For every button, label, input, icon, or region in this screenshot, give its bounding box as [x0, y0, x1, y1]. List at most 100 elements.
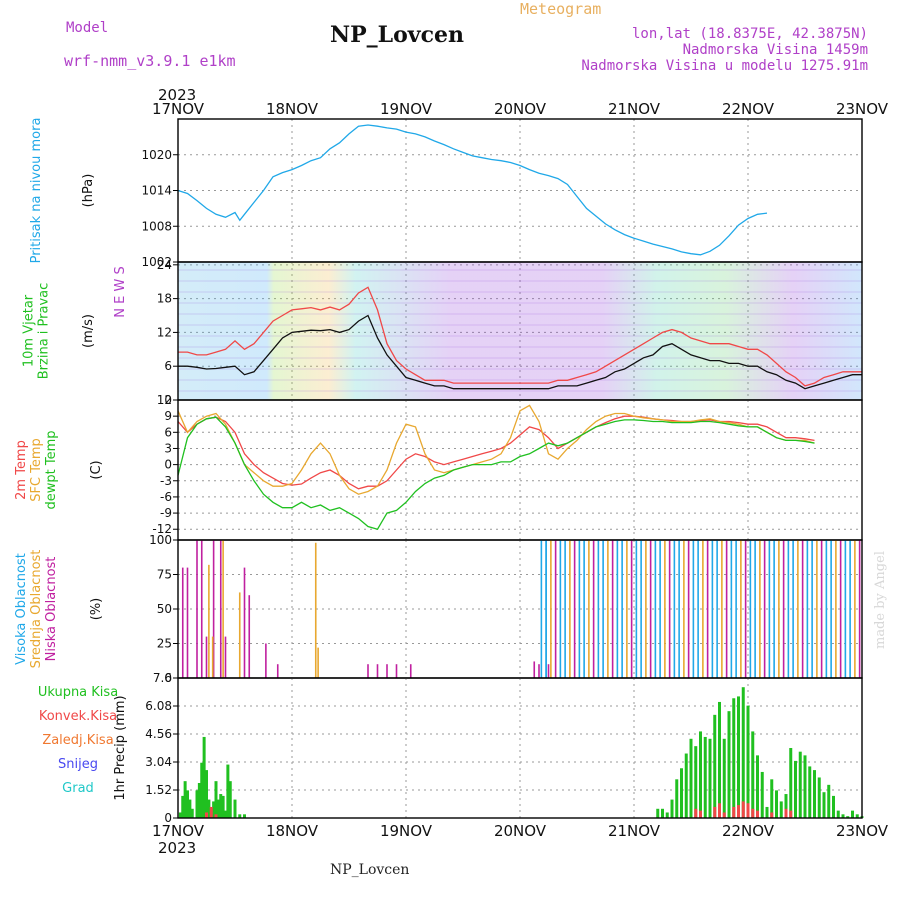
bar-niska-oblacnost — [200, 540, 203, 678]
y-tick-label: 12 — [157, 393, 172, 407]
panel-temperature: -12 -9 -6 -3 0 3 6 9 12 2m Temp SFC Temp dewpt Temp… — [14, 393, 863, 541]
bar-ukupna-kisa — [737, 696, 740, 818]
bar-dense-cloud — [730, 540, 733, 678]
bar-konvek-kisa — [784, 808, 788, 818]
bar-dense-cloud — [649, 540, 652, 678]
bar-konvek-kisa — [789, 810, 793, 818]
bar-dense-cloud — [773, 540, 775, 678]
y-tick-label: 7.6 — [153, 671, 172, 685]
panel-unit: (%) — [89, 598, 104, 621]
bar-dense-cloud — [740, 540, 742, 678]
y-tick-label: -3 — [160, 474, 172, 488]
bar-ukupna-kisa — [195, 790, 199, 818]
bar-konvek-kisa — [732, 806, 736, 818]
bar-dense-cloud — [854, 540, 856, 678]
panel-frame — [177, 399, 863, 541]
bar-dense-cloud — [735, 540, 737, 678]
bar-dense-cloud — [716, 540, 718, 678]
bar-dense-cloud — [759, 540, 761, 678]
bar-konvek-kisa — [746, 803, 750, 818]
panel-label: 2m Temp — [14, 440, 29, 500]
bar-dense-cloud — [640, 540, 642, 678]
bar-ukupna-kisa — [675, 779, 679, 818]
y-tick-label: 0 — [164, 393, 172, 407]
bar-ukupna-kisa — [817, 777, 821, 818]
bar-dense-cloud — [611, 540, 614, 678]
product-title: Meteogram — [520, 0, 602, 18]
x-tick-label-top: 17NOV — [152, 100, 205, 118]
x-tick-label-bottom: 18NOV — [266, 822, 319, 840]
panel-unit: (C) — [89, 460, 104, 479]
bar-dense-cloud — [858, 540, 861, 678]
bar-dense-cloud — [754, 540, 756, 678]
y-tick-label: -9 — [160, 506, 172, 520]
panel-pressure: 1002 1008 1014 1020 Pritisak na nivou mora (h… — [29, 118, 863, 269]
y-tick-label: 12 — [157, 325, 172, 339]
bar-dense-cloud — [702, 540, 704, 678]
bar-dense-cloud — [588, 540, 590, 678]
bar-ukupna-kisa — [200, 762, 204, 818]
bar-ukupna-kisa — [212, 801, 216, 818]
bar-konvek-kisa — [214, 814, 218, 818]
coordinates-text: lon,lat (18.8375E, 42.3875N) — [631, 26, 868, 42]
bar-ukupna-kisa — [832, 795, 835, 818]
bar-srednja-oblacnost — [317, 647, 319, 678]
bar-dense-cloud — [806, 540, 809, 678]
bar-dense-cloud — [654, 540, 657, 678]
y-tick-label: 6.08 — [145, 699, 172, 713]
bar-dense-cloud — [797, 540, 799, 678]
bar-dense-cloud — [569, 540, 571, 678]
bar-dense-cloud — [825, 540, 828, 678]
bar-dense-cloud — [692, 540, 695, 678]
bar-ukupna-kisa — [190, 808, 194, 818]
bar-ukupna-kisa — [836, 810, 840, 818]
precip-legend-label: Konvek.Kisa — [39, 709, 117, 724]
bar-dense-cloud — [725, 540, 728, 678]
bar-srednja-oblacnost — [211, 636, 214, 678]
precip-legend-label: Ukupna Kisa — [38, 685, 118, 700]
bar-ukupna-kisa — [779, 801, 783, 818]
bar-ukupna-kisa — [798, 751, 802, 818]
bar-srednja-oblacnost — [238, 592, 241, 678]
bar-niska-oblacnost — [276, 664, 279, 678]
bar-ukupna-kisa — [670, 799, 674, 818]
bar-ukupna-kisa — [784, 794, 788, 818]
y-tick-label: -6 — [160, 490, 172, 504]
y-tick-label: 1008 — [141, 219, 172, 233]
y-tick-label: 50 — [157, 602, 172, 616]
bar-dense-cloud — [778, 540, 780, 678]
bar-ukupna-kisa — [827, 784, 831, 818]
bar-ukupna-kisa — [751, 731, 755, 818]
bar-konvek-kisa — [205, 812, 208, 818]
y-tick-label: 24 — [157, 258, 172, 272]
bar-ukupna-kisa — [808, 766, 812, 818]
y-tick-label: 1002 — [141, 255, 172, 269]
bar-ukupna-kisa — [746, 705, 750, 818]
y-tick-label: 1020 — [141, 148, 172, 162]
bar-ukupna-kisa — [765, 806, 769, 818]
bar-dense-cloud — [706, 540, 709, 678]
bar-dense-cloud — [592, 540, 595, 678]
bar-ukupna-kisa — [846, 816, 850, 818]
y-tick-label: 9 — [164, 409, 172, 423]
bar-ukupna-kisa — [699, 731, 702, 818]
series-line-sfc-temp — [177, 404, 815, 495]
series-line-gust — [178, 286, 862, 387]
y-tick-label: 75 — [157, 568, 172, 582]
bar-ukupna-kisa — [684, 753, 688, 818]
precip-legend-label: Zaledj.Kisa — [42, 733, 113, 748]
bar-niska-oblacnost — [265, 643, 267, 678]
bar-niska-oblacnost — [186, 567, 189, 678]
y-tick-label: 0 — [164, 458, 172, 472]
series-line-pressure — [177, 124, 768, 256]
panel-label: Pritisak na nivou mora — [29, 118, 44, 264]
bar-dense-cloud — [687, 540, 690, 678]
bar-konvek-kisa — [694, 808, 698, 818]
footer-station: NP_Lovcen — [330, 862, 410, 878]
bar-dense-cloud — [792, 540, 794, 678]
panel-wind: 0 6 12 18 24 10m Vjetar Brzina i Pravac (m/s) N … — [22, 258, 863, 407]
bar-dense-cloud — [811, 540, 813, 678]
panel-label: Srednja Oblacnost — [29, 550, 44, 669]
station-title: NP_Lovcen — [330, 22, 464, 48]
